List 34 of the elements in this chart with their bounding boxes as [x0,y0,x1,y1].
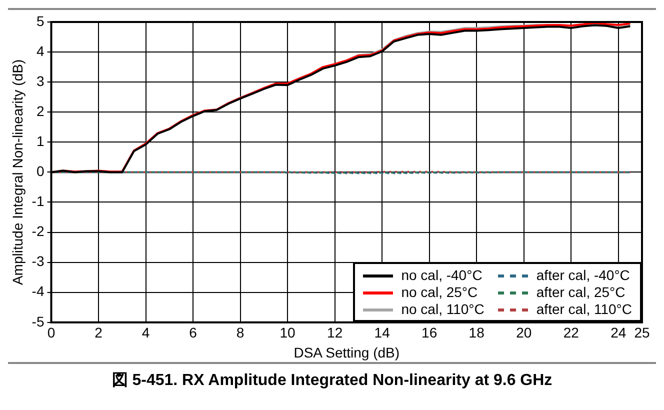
x-axis-title: DSA Setting (dB) [294,344,400,360]
x-tick-label: 22 [563,324,580,341]
x-tick-label: 2 [94,324,103,341]
y-tick-label: -1 [32,193,44,210]
x-tick-label: 4 [142,324,150,341]
x-tick-label: 16 [422,324,438,341]
x-tick-label: 8 [236,324,244,341]
x-tick-label: 10 [280,324,296,341]
y-tick-label: 5 [36,12,44,29]
y-tick-label: -2 [32,223,44,240]
text: 図 5-451. RX Amplitude Integrated Non-linearity at 9.6 GHz [110,371,554,391]
legend-label: after cal, 110°C [536,301,632,318]
y-tick-label: 4 [36,42,44,59]
x-tick-label: 6 [189,324,198,341]
y-tick-label: 1 [36,133,44,150]
y-tick-label: 3 [36,72,44,89]
x-tick-label: 25 [634,324,650,341]
y-tick-label: -5 [32,313,44,330]
y-tick-label: -4 [32,283,44,300]
x-tick-label: 18 [468,324,485,341]
legend-label: no cal, 25°C [401,284,478,302]
x-tick-label: 0 [47,324,56,341]
y-axis-title: Amplitude Integral Non-linearity (dB) [9,59,26,286]
y-tick-label: 2 [36,102,44,119]
x-tick-label: 20 [516,324,532,341]
x-tick-label: 14 [374,324,390,341]
y-tick-label: 0 [36,163,44,180]
x-tick-label: 12 [327,324,343,341]
legend-label: no cal, -40°C [401,267,482,284]
y-tick-label: -3 [32,253,44,270]
legend-label: no cal, 110°C [401,301,484,318]
legend-label: after cal, -40°C [536,267,630,284]
legend-label: after cal, 25°C [536,284,626,302]
x-tick-label: 24 [610,324,626,341]
